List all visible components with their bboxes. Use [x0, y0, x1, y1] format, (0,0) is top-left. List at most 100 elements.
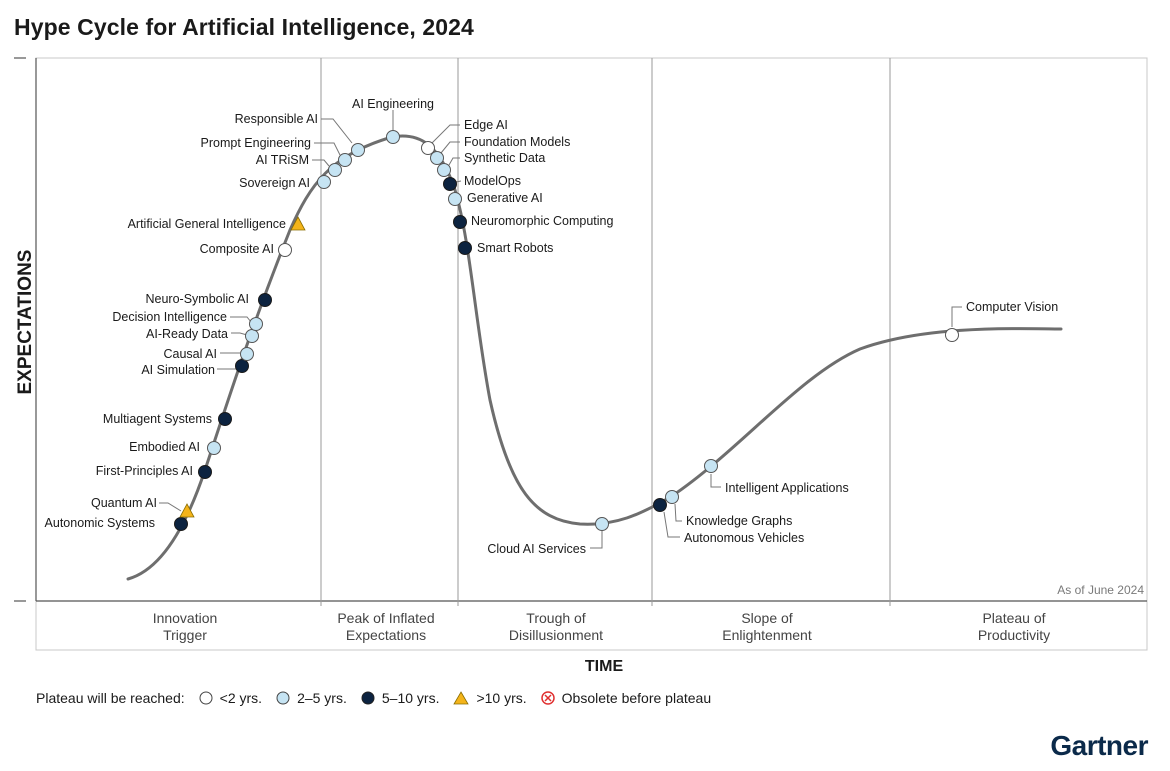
label-modelops: ModelOps	[464, 174, 521, 188]
marker-smart-robots	[458, 241, 472, 255]
light-blue-circle-icon	[276, 691, 290, 705]
leader-line-knowledge-graphs	[674, 503, 682, 522]
marker-intelligent-applications	[704, 459, 718, 473]
leader-line-autonomous-vehicles	[663, 511, 680, 538]
marker-foundation-models	[430, 151, 444, 165]
label-edge-ai: Edge AI	[464, 118, 508, 132]
label-causal-ai: Causal AI	[163, 347, 217, 361]
phase-label-line2: Trigger	[163, 627, 207, 643]
leader-line-prompt-engineering	[314, 142, 341, 156]
phase-label-line1: Peak of Inflated	[337, 610, 434, 626]
marker-autonomic-systems	[174, 517, 188, 531]
marker-computer-vision	[945, 328, 959, 342]
as-of-note: As of June 2024	[1057, 583, 1144, 597]
marker-generative-ai	[448, 192, 462, 206]
marker-ai-engineering	[386, 130, 400, 144]
label-ai-engineering: AI Engineering	[352, 97, 434, 111]
legend: Plateau will be reached: <2 yrs. 2–5 yrs…	[36, 690, 711, 706]
phase-label-line1: Trough of	[526, 610, 586, 626]
label-multiagent-systems: Multiagent Systems	[103, 412, 212, 426]
label-sovereign-ai: Sovereign AI	[239, 176, 310, 190]
leader-line-edge-ai	[431, 124, 460, 144]
label-ai-ready-data: AI-Ready Data	[146, 327, 228, 341]
legend-item-lt2: <2 yrs.	[199, 690, 262, 706]
marker-synthetic-data	[437, 163, 451, 177]
marker-knowledge-graphs	[665, 490, 679, 504]
label-neuromorphic-computing: Neuromorphic Computing	[471, 214, 613, 228]
legend-label-5to10: 5–10 yrs.	[381, 690, 440, 706]
leader-line-computer-vision	[951, 306, 962, 327]
phase-label-line1: Plateau of	[982, 610, 1045, 626]
marker-first-principles-ai	[198, 465, 212, 479]
marker-neuromorphic-computing	[453, 215, 467, 229]
marker-autonomous-vehicles	[653, 498, 667, 512]
yellow-triangle-icon	[453, 691, 470, 705]
label-first-principles-ai: First-Principles AI	[96, 464, 193, 478]
legend-label-lt2: <2 yrs.	[219, 690, 263, 706]
marker-ai-simulation	[235, 359, 249, 373]
marker-responsible-ai	[351, 143, 365, 157]
marker-decision-intelligence	[249, 317, 263, 331]
marker-quantum-ai	[179, 503, 195, 518]
leader-line-responsible-ai	[321, 118, 353, 144]
legend-label-obsolete: Obsolete before plateau	[561, 690, 712, 706]
leader-line-synthetic-data	[448, 157, 460, 166]
marker-artificial-general-intelligence	[290, 216, 306, 231]
phase-label-line1: Slope of	[741, 610, 792, 626]
marker-embodied-ai	[207, 441, 221, 455]
label-ai-simulation: AI Simulation	[141, 363, 215, 377]
leader-line-modelops	[455, 180, 462, 183]
legend-label-gt10: >10 yrs.	[476, 690, 527, 706]
leader-line-intelligent-applications	[710, 474, 721, 488]
label-intelligent-applications: Intelligent Applications	[725, 481, 849, 495]
red-x-circle-icon	[540, 691, 555, 705]
label-knowledge-graphs: Knowledge Graphs	[686, 514, 792, 528]
phase-label-line2: Disillusionment	[509, 627, 603, 643]
legend-item-obsolete: Obsolete before plateau	[540, 690, 712, 706]
label-synthetic-data: Synthetic Data	[464, 151, 545, 165]
marker-sovereign-ai	[317, 175, 331, 189]
marker-ai-ready-data	[245, 329, 259, 343]
label-generative-ai: Generative AI	[467, 191, 543, 205]
legend-item-5to10: 5–10 yrs.	[361, 690, 440, 706]
label-composite-ai: Composite AI	[200, 242, 274, 256]
marker-neuro-symbolic-ai	[258, 293, 272, 307]
label-autonomous-vehicles: Autonomous Vehicles	[684, 531, 804, 545]
label-ai-trism: AI TRiSM	[256, 153, 309, 167]
label-prompt-engineering: Prompt Engineering	[201, 136, 312, 150]
phase-label-line2: Expectations	[346, 627, 426, 643]
marker-prompt-engineering	[338, 153, 352, 167]
label-responsible-ai: Responsible AI	[235, 112, 318, 126]
marker-modelops	[443, 177, 457, 191]
legend-title: Plateau will be reached:	[36, 690, 185, 706]
label-cloud-ai-services: Cloud AI Services	[487, 542, 586, 556]
hype-curve	[126, 134, 1063, 581]
marker-multiagent-systems	[218, 412, 232, 426]
legend-label-2to5: 2–5 yrs.	[297, 690, 347, 706]
label-decision-intelligence: Decision Intelligence	[112, 310, 227, 324]
marker-composite-ai	[278, 243, 292, 257]
label-neuro-symbolic-ai: Neuro-Symbolic AI	[145, 292, 249, 306]
label-computer-vision: Computer Vision	[966, 300, 1058, 314]
chart-title: Hype Cycle for Artificial Intelligence, …	[14, 14, 474, 40]
label-smart-robots: Smart Robots	[477, 241, 553, 255]
label-autonomic-systems: Autonomic Systems	[45, 516, 155, 530]
label-embodied-ai: Embodied AI	[129, 440, 200, 454]
leader-line-ai-trism	[312, 159, 330, 167]
leader-line-cloud-ai-services	[590, 531, 603, 549]
phase-label-line2: Productivity	[978, 627, 1050, 643]
legend-item-gt10: >10 yrs.	[453, 690, 527, 706]
marker-causal-ai	[240, 347, 254, 361]
gartner-logo: Gartner	[1050, 730, 1148, 761]
x-axis-label: TIME	[584, 658, 624, 675]
marker-edge-ai	[421, 141, 435, 155]
marker-ai-trism	[328, 163, 342, 177]
leader-line-decision-intelligence	[230, 316, 252, 323]
phase-label-line1: Innovation	[153, 610, 218, 626]
marker-cloud-ai-services	[595, 517, 609, 531]
legend-item-2to5: 2–5 yrs.	[276, 690, 347, 706]
label-quantum-ai: Quantum AI	[91, 496, 157, 510]
label-foundation-models: Foundation Models	[464, 135, 570, 149]
phase-label-line2: Enlightenment	[722, 627, 812, 643]
